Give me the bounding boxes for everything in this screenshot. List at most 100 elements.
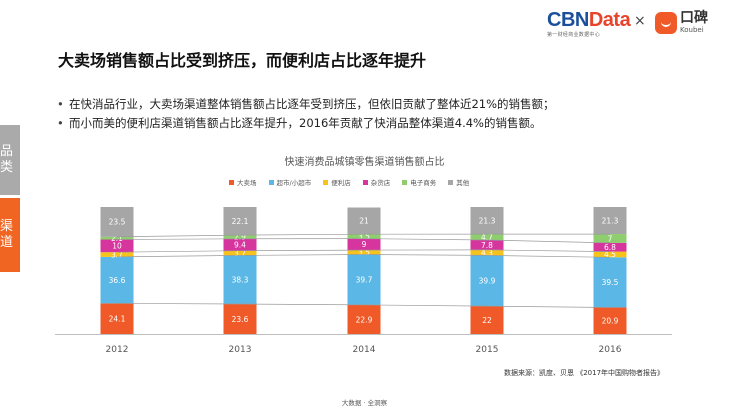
times-symbol: × — [634, 13, 646, 29]
bar-segment — [223, 207, 257, 236]
legend-item: 电子商务 — [402, 177, 436, 187]
bullet-list: • 在快消品行业，大卖场渠道整体销售额占比逐年受到挤压，但依旧贡献了整体近21%的… — [57, 95, 555, 133]
data-label: 3.7 — [234, 249, 246, 258]
data-label: 39.5 — [602, 278, 619, 287]
side-tab-channel[interactable]: 渠道 — [0, 198, 20, 272]
trend-line — [116, 249, 611, 253]
legend-item: 其他 — [448, 177, 469, 187]
legend-swatch — [268, 179, 274, 185]
data-label: 21.3 — [602, 216, 619, 225]
data-label: 4.7 — [481, 233, 493, 242]
bar-segment — [347, 254, 381, 305]
chart-legend: 大卖场 超市/小超市 便利店 杂货店 电子商务 其他 — [229, 177, 481, 187]
cbndata-logo: CBNData 第一财经商业数据中心 — [547, 9, 631, 38]
legend-swatch — [323, 179, 329, 185]
data-label: 20.9 — [602, 317, 619, 326]
bar-segment — [593, 234, 627, 243]
data-label: 3.5 — [358, 232, 370, 241]
data-label: 2.9 — [234, 233, 246, 242]
data-label: 24.1 — [109, 314, 126, 323]
legend-label: 超市/小超市 — [276, 179, 312, 187]
footer-tagline: 大数据 · 全洞察 — [341, 399, 388, 407]
bar-segment — [347, 250, 381, 255]
bar-segment — [223, 250, 257, 256]
data-label: 7 — [608, 234, 613, 243]
bar-segment — [593, 207, 627, 235]
side-tab-category[interactable]: 品类 — [0, 125, 20, 195]
koubei-logo-en: Koubei — [680, 26, 704, 34]
legend-swatch — [402, 179, 408, 185]
data-label: 23.5 — [109, 218, 126, 227]
data-label: 39.9 — [479, 277, 496, 286]
data-label: 21 — [359, 217, 369, 226]
legend-item: 杂货店 — [362, 177, 391, 187]
data-label: 6.8 — [604, 243, 616, 252]
data-label: 2.1 — [111, 234, 123, 243]
bar-segment — [100, 239, 134, 253]
bar-segment — [470, 234, 504, 241]
data-label: 22.1 — [232, 217, 249, 226]
data-label: 10 — [112, 242, 122, 251]
x-tick-label: 2016 — [599, 345, 622, 355]
bar-segment — [223, 235, 257, 239]
bar-segment — [100, 303, 134, 334]
koubei-logo-cn: 口碑 — [680, 10, 708, 26]
data-label: 7.8 — [481, 241, 493, 250]
data-label: 3.5 — [358, 248, 370, 257]
bar-segment — [347, 207, 381, 235]
bar-segment — [593, 242, 627, 252]
page-title: 大卖场销售额占比受到挤压，而便利店占比逐年提升 — [58, 51, 427, 70]
bar-segment — [593, 251, 627, 258]
legend-label: 大卖场 — [237, 179, 257, 187]
x-tick-label: 2013 — [229, 345, 252, 355]
data-label: 4.3 — [481, 248, 493, 257]
koubei-logo: 口碑 Koubei — [655, 11, 708, 34]
data-label: 9.4 — [234, 241, 246, 250]
legend-label: 便利店 — [331, 179, 351, 187]
trend-line — [116, 233, 610, 238]
bar-segment — [223, 238, 257, 251]
legend-item: 大卖场 — [229, 177, 257, 187]
bar-segment — [470, 240, 504, 250]
bar-segment — [100, 236, 134, 240]
bar-segment — [347, 234, 381, 239]
data-source-note: 数据来源：凯度、贝恩 《2017年中国购物者报告》 — [504, 369, 665, 377]
data-label: 22 — [482, 316, 492, 325]
bar-segment — [100, 207, 134, 237]
legend-swatch — [448, 179, 454, 185]
bar-segment — [347, 304, 381, 334]
trend-line — [116, 238, 611, 244]
bar-segment — [347, 238, 381, 251]
legend-swatch — [362, 179, 368, 185]
legend-label: 杂货店 — [370, 179, 391, 187]
legend-label: 其他 — [456, 179, 470, 187]
legend-item: 超市/小超市 — [268, 177, 312, 187]
bar-segment — [100, 256, 134, 304]
bar-segment — [100, 252, 134, 257]
bar-segment — [593, 307, 627, 334]
bar-segment — [470, 255, 504, 307]
bullet-item: • 在快消品行业，大卖场渠道整体销售额占比逐年受到挤压，但依旧贡献了整体近21%的… — [57, 97, 555, 111]
data-label: 38.3 — [232, 276, 249, 285]
trend-line — [116, 254, 611, 258]
legend-swatch — [229, 179, 234, 185]
koubei-logo-icon — [655, 11, 677, 34]
bar-segment — [223, 255, 257, 305]
trend-line — [116, 303, 611, 308]
data-label: 23.6 — [232, 315, 249, 324]
legend-label: 电子商务 — [410, 179, 437, 187]
bar-segment — [470, 207, 504, 235]
data-label: 22.9 — [356, 315, 373, 324]
x-tick-label: 2015 — [476, 345, 499, 355]
bar-segment — [593, 257, 627, 308]
data-label: 39.7 — [356, 276, 373, 285]
data-label: 36.6 — [109, 276, 126, 285]
chart-title: 快速消费品城镇零售渠道销售额占比 — [284, 157, 445, 168]
side-tab-label: 品类 — [0, 144, 14, 175]
bar-segment — [223, 304, 257, 334]
bullet-item: • 而小而美的便利店渠道销售额占比逐年提升，2016年贡献了快消品整体渠道4.4%… — [57, 116, 542, 130]
data-label: 21.3 — [479, 216, 496, 225]
x-tick-label: 2014 — [353, 345, 376, 355]
legend-item: 便利店 — [323, 177, 351, 187]
